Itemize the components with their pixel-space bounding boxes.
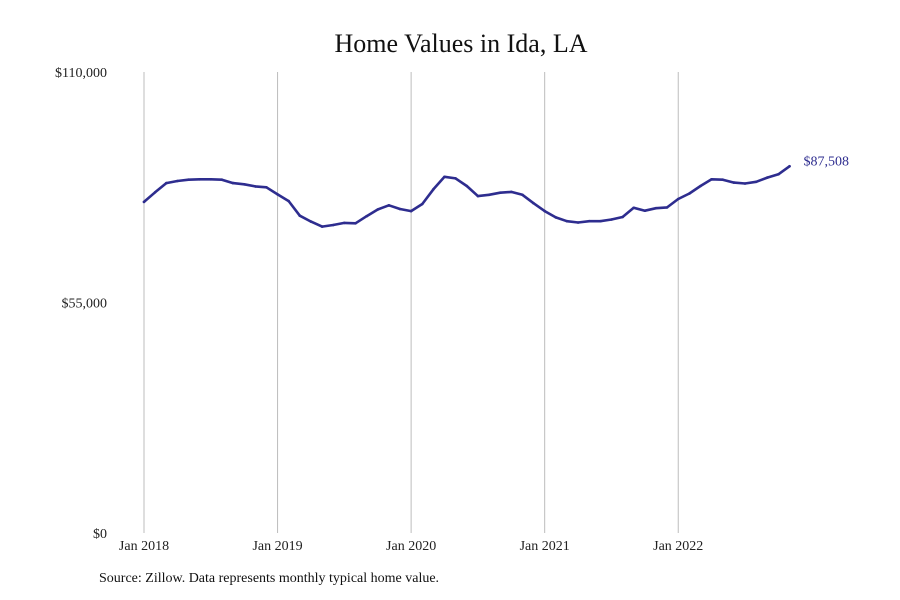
data-point bbox=[532, 201, 535, 205]
data-point bbox=[654, 206, 658, 210]
data-point bbox=[610, 218, 613, 221]
data-point bbox=[432, 188, 435, 191]
end-value-label: $87,508 bbox=[804, 154, 850, 169]
data-point bbox=[710, 178, 713, 181]
data-point bbox=[743, 182, 747, 185]
data-point bbox=[343, 221, 346, 225]
data-point bbox=[454, 177, 457, 180]
data-point bbox=[354, 222, 357, 225]
data-point bbox=[643, 209, 647, 212]
data-point bbox=[621, 215, 624, 219]
data-point bbox=[632, 206, 635, 210]
data-point bbox=[421, 202, 424, 206]
x-tick-label: Jan 2022 bbox=[653, 539, 703, 554]
data-point bbox=[554, 216, 558, 219]
data-point bbox=[231, 181, 235, 185]
x-axis-ticks: Jan 2018 Jan 2019 Jan 2020 Jan 2021 Jan 2022 bbox=[119, 539, 703, 554]
data-point bbox=[688, 192, 691, 195]
data-point bbox=[276, 193, 279, 196]
data-point bbox=[587, 219, 591, 223]
data-point bbox=[376, 208, 380, 211]
data-point bbox=[788, 165, 791, 168]
data-point bbox=[443, 175, 446, 179]
y-tick-label: $110,000 bbox=[55, 66, 107, 81]
data-point bbox=[732, 181, 736, 184]
data-point bbox=[220, 178, 224, 181]
data-point bbox=[265, 186, 268, 189]
data-point bbox=[165, 181, 168, 185]
data-point bbox=[665, 206, 669, 209]
source-note: Source: Zillow. Data represents monthly … bbox=[99, 571, 440, 586]
y-axis-ticks: $0 $55,000 $110,000 bbox=[55, 66, 107, 542]
x-tick-label: Jan 2019 bbox=[252, 539, 302, 554]
data-point bbox=[766, 176, 769, 179]
series-layer: $87,508 bbox=[142, 154, 850, 228]
data-point bbox=[287, 199, 291, 203]
data-point bbox=[309, 220, 313, 223]
data-point bbox=[320, 225, 324, 228]
data-point bbox=[498, 191, 502, 194]
data-point bbox=[521, 193, 524, 197]
data-point bbox=[510, 190, 513, 194]
data-point bbox=[487, 193, 491, 197]
y-tick-label: $0 bbox=[93, 527, 107, 542]
data-point bbox=[721, 178, 725, 181]
data-point bbox=[599, 219, 602, 223]
data-point bbox=[242, 183, 246, 186]
y-tick-label: $55,000 bbox=[62, 297, 108, 312]
data-point bbox=[543, 209, 546, 213]
data-point bbox=[365, 214, 368, 218]
x-tick-label: Jan 2018 bbox=[119, 539, 169, 554]
data-point bbox=[254, 185, 257, 188]
gridlines bbox=[143, 72, 679, 533]
data-point bbox=[176, 179, 179, 183]
data-point bbox=[142, 200, 146, 204]
x-tick-label: Jan 2020 bbox=[386, 539, 436, 554]
data-point bbox=[465, 184, 469, 188]
data-point bbox=[676, 197, 680, 201]
data-point bbox=[387, 204, 391, 207]
data-point bbox=[409, 209, 413, 213]
data-point bbox=[699, 184, 702, 188]
data-point bbox=[754, 180, 758, 184]
data-point bbox=[298, 214, 302, 217]
chart-title: Home Values in Ida, LA bbox=[335, 29, 588, 58]
data-point bbox=[476, 194, 480, 198]
data-point bbox=[209, 178, 213, 181]
data-point bbox=[576, 221, 580, 224]
data-point bbox=[187, 178, 190, 181]
data-point bbox=[331, 223, 335, 227]
data-point bbox=[398, 207, 402, 211]
data-point bbox=[777, 173, 780, 176]
x-tick-label: Jan 2021 bbox=[520, 539, 570, 554]
data-point bbox=[153, 191, 157, 194]
data-point bbox=[565, 219, 569, 223]
data-point bbox=[198, 178, 201, 181]
series-line bbox=[142, 165, 791, 228]
